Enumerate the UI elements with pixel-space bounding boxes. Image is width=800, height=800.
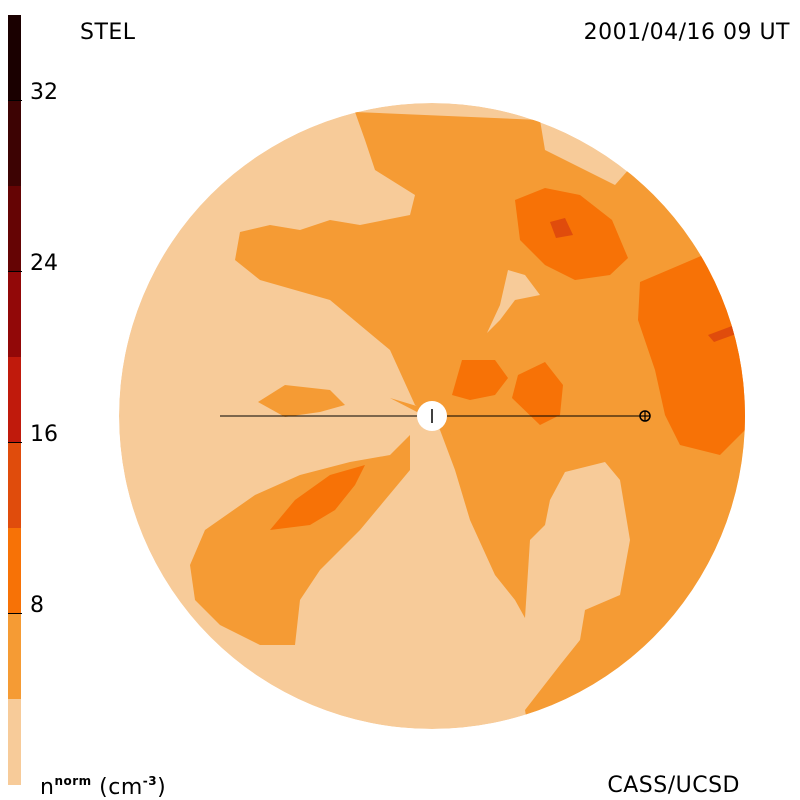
colorbar-segment	[8, 613, 21, 700]
colorbar-segment	[8, 185, 21, 272]
unit-exponent: -3	[142, 774, 158, 788]
density-region-8-12	[512, 362, 563, 425]
colorbar-segment	[8, 527, 21, 614]
unit-base: n	[40, 775, 55, 800]
density-region-8-12	[270, 465, 365, 530]
colorbar-tick-mark	[8, 442, 22, 443]
colorbar-segment	[8, 100, 21, 187]
unit-label: nnorm (cm-3)	[40, 775, 166, 799]
density-spike	[390, 398, 420, 412]
density-region-12-16	[550, 218, 573, 238]
colorbar-tick-label: 24	[30, 251, 58, 276]
density-region-4-8	[190, 435, 410, 645]
colorbar-segment	[8, 15, 21, 101]
unit-superscript: norm	[54, 774, 92, 788]
colorbar-tick-label: 32	[30, 80, 58, 105]
credit-label: CASS/UCSD	[607, 773, 740, 798]
unit-close: )	[157, 775, 167, 800]
color-scale-bar	[8, 15, 21, 785]
colorbar-segment	[8, 442, 21, 529]
density-region-8-12	[452, 360, 508, 400]
density-region-12-16	[708, 326, 736, 342]
colorbar-segment	[8, 356, 21, 443]
colorbar-segment	[8, 698, 21, 785]
colorbar-tick-mark	[8, 271, 22, 272]
unit-tail: (cm	[91, 775, 143, 800]
instrument-label: STEL	[80, 20, 136, 45]
density-region-0-4	[487, 270, 540, 333]
density-region-4-8	[235, 112, 745, 729]
colorbar-tick-mark	[8, 613, 22, 614]
colorbar-segment	[8, 271, 21, 358]
colorbar-tick-label: 16	[30, 422, 58, 447]
colorbar-tick-label: 8	[30, 593, 44, 618]
density-region-4-8	[258, 385, 345, 417]
colorbar-tick-mark	[8, 100, 22, 101]
timestamp-label: 2001/04/16 09 UT	[583, 20, 790, 45]
